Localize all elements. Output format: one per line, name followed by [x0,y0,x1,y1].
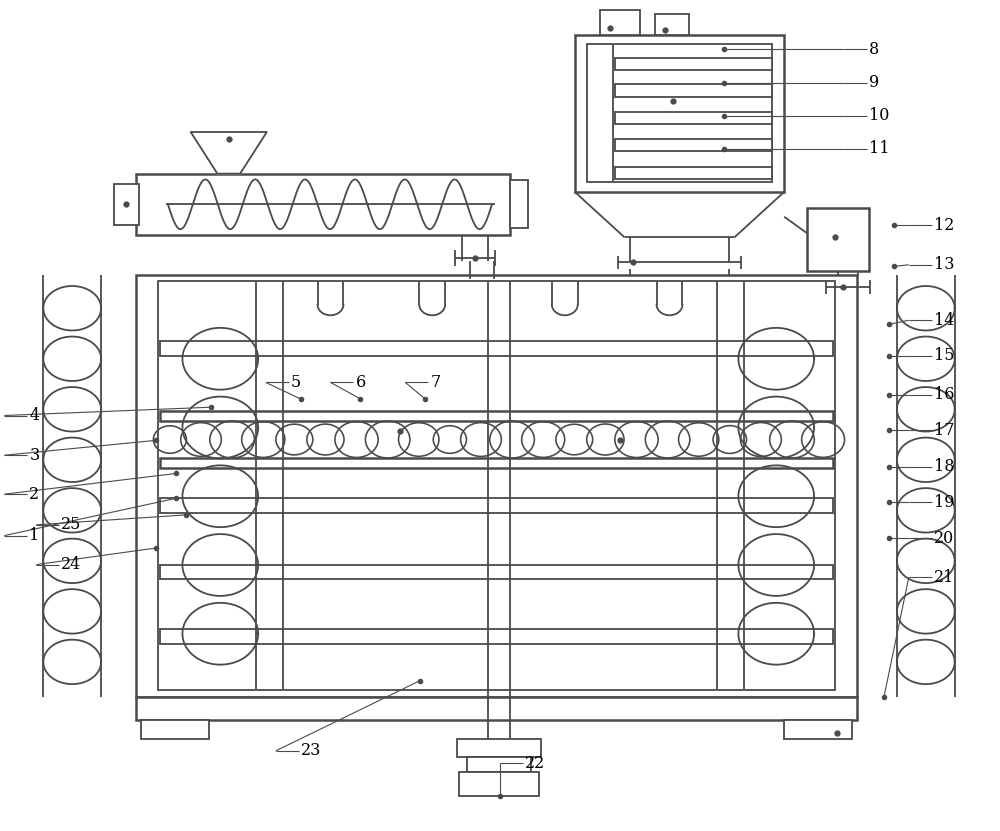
Bar [575,35,784,192]
Text: 13: 13 [934,256,954,273]
Bar [510,180,528,229]
Text: 16: 16 [934,386,954,403]
Text: 9: 9 [869,74,879,91]
Bar [459,772,539,796]
Bar [457,739,541,757]
Bar [615,139,772,151]
Text: 21: 21 [934,568,954,586]
Bar [160,341,833,356]
Text: 15: 15 [934,347,954,364]
Bar [136,275,857,697]
Bar [807,209,869,271]
Bar [655,14,689,35]
Bar [587,44,772,182]
Text: 14: 14 [934,312,954,329]
Text: 10: 10 [869,107,889,124]
Bar [160,458,833,468]
Bar [114,184,139,225]
Bar [600,10,640,35]
Text: 7: 7 [430,374,440,391]
Text: 22: 22 [525,755,545,772]
Text: 19: 19 [934,494,954,511]
Text: 2: 2 [29,485,39,503]
Bar [160,411,833,421]
Bar [158,282,835,691]
Bar [136,174,510,235]
Text: 4: 4 [29,407,39,424]
Bar [615,84,772,96]
Bar [467,757,531,772]
Text: 20: 20 [934,529,954,547]
Text: 24: 24 [61,556,81,573]
Text: 25: 25 [61,516,82,534]
Text: 5: 5 [291,374,301,391]
Text: 3: 3 [29,447,40,464]
Bar [160,629,833,644]
Bar [160,499,833,514]
Text: 1: 1 [29,527,40,544]
Text: 8: 8 [869,41,879,58]
Text: 18: 18 [934,459,954,475]
Polygon shape [191,132,267,174]
Bar [615,57,772,70]
Text: 23: 23 [301,742,321,760]
Text: 12: 12 [934,217,954,234]
Bar [784,720,852,739]
Bar [615,111,772,124]
Bar [141,720,209,739]
Bar [615,167,772,179]
Bar [136,697,857,720]
Text: 11: 11 [869,140,889,157]
Bar [160,564,833,579]
Text: 17: 17 [934,422,954,439]
Text: 6: 6 [355,374,366,391]
